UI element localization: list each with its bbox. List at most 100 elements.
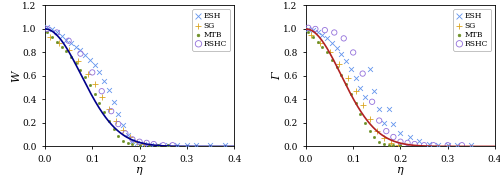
ESH xyxy=(347,68,355,70)
SG xyxy=(387,141,395,144)
ESH xyxy=(124,133,132,136)
MTB xyxy=(370,136,378,139)
RSHC xyxy=(444,144,452,147)
ESH xyxy=(416,139,424,142)
Legend: ESH, SG, MTB, RSHC: ESH, SG, MTB, RSHC xyxy=(192,9,230,51)
ESH xyxy=(390,123,398,126)
ESH xyxy=(338,52,345,55)
SG xyxy=(358,104,366,107)
ESH xyxy=(314,31,322,34)
ESH xyxy=(154,144,162,147)
RSHC xyxy=(159,144,167,147)
MTB xyxy=(380,143,388,145)
ESH xyxy=(128,139,136,142)
MTB xyxy=(90,92,98,95)
MTB xyxy=(110,127,118,130)
MTB xyxy=(100,111,108,114)
ESH xyxy=(119,124,127,127)
Legend: ESH, SG, MTB, RSHC: ESH, SG, MTB, RSHC xyxy=(454,9,491,51)
MTB xyxy=(164,144,172,147)
RSHC xyxy=(44,27,52,30)
RSHC xyxy=(64,39,72,42)
Y-axis label: W: W xyxy=(11,70,21,82)
MTB xyxy=(44,31,52,34)
ESH xyxy=(114,112,122,115)
SG xyxy=(112,119,120,122)
ESH xyxy=(396,132,404,135)
RSHC xyxy=(122,132,130,135)
SG xyxy=(133,140,141,143)
SG xyxy=(326,51,334,54)
MTB xyxy=(366,130,374,133)
RSHC xyxy=(349,51,357,54)
ESH xyxy=(328,42,336,44)
MTB xyxy=(154,144,162,147)
ESH xyxy=(133,141,141,144)
SG xyxy=(126,136,134,139)
MTB xyxy=(124,141,132,144)
RSHC xyxy=(168,144,176,147)
ESH xyxy=(384,107,392,110)
MTB xyxy=(390,144,398,147)
ESH xyxy=(192,144,200,147)
SG xyxy=(105,107,113,110)
ESH xyxy=(48,27,56,30)
MTB xyxy=(356,112,364,115)
RSHC xyxy=(76,52,84,55)
MTB xyxy=(58,45,66,48)
ESH xyxy=(304,27,312,30)
RSHC xyxy=(136,140,143,143)
ESH xyxy=(164,144,172,147)
SG xyxy=(74,59,82,62)
ESH xyxy=(444,144,452,147)
X-axis label: η: η xyxy=(397,165,404,175)
MTB xyxy=(338,73,345,76)
ESH xyxy=(96,71,104,74)
MTB xyxy=(136,144,143,147)
ESH xyxy=(140,143,148,145)
MTB xyxy=(361,122,369,124)
MTB xyxy=(72,61,80,64)
MTB xyxy=(342,83,350,86)
RSHC xyxy=(304,26,312,29)
ESH xyxy=(62,38,70,41)
RSHC xyxy=(128,138,136,141)
ESH xyxy=(76,49,84,52)
SG xyxy=(373,130,381,133)
ESH xyxy=(220,144,228,147)
RSHC xyxy=(420,144,428,147)
RSHC xyxy=(404,141,411,144)
MTB xyxy=(48,36,56,39)
ESH xyxy=(425,143,433,145)
MTB xyxy=(309,36,317,39)
MTB xyxy=(62,50,70,53)
Y-axis label: Γ: Γ xyxy=(272,72,282,80)
RSHC xyxy=(330,31,338,34)
MTB xyxy=(53,40,61,43)
ESH xyxy=(375,107,383,110)
SG xyxy=(84,72,92,75)
ESH xyxy=(380,122,388,124)
MTB xyxy=(86,84,94,87)
SG xyxy=(90,83,98,86)
ESH xyxy=(86,58,94,61)
MTB xyxy=(128,143,136,145)
SG xyxy=(140,143,148,145)
ESH xyxy=(370,90,378,93)
RSHC xyxy=(142,141,150,144)
SG xyxy=(306,33,314,36)
RSHC xyxy=(150,143,158,145)
ESH xyxy=(361,96,369,98)
MTB xyxy=(332,65,340,68)
ESH xyxy=(434,144,442,147)
RSHC xyxy=(410,143,418,145)
SG xyxy=(335,63,343,66)
ESH xyxy=(44,25,52,28)
SG xyxy=(394,144,402,147)
RSHC xyxy=(375,119,383,122)
RSHC xyxy=(107,110,115,113)
SG xyxy=(55,42,63,44)
SG xyxy=(46,36,54,39)
SG xyxy=(98,96,106,98)
ESH xyxy=(206,144,214,147)
